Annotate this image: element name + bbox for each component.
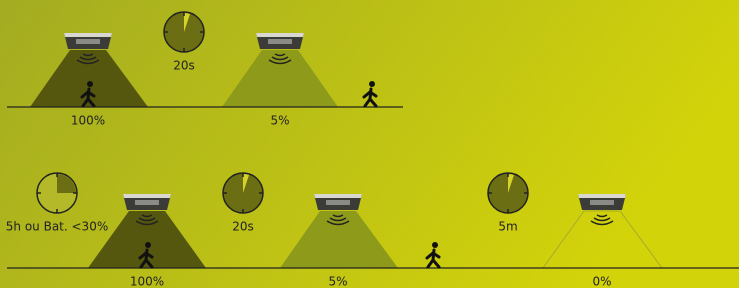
timer-label: 5h ou Bat. <30% [6,220,108,234]
level-label: 5% [270,114,289,128]
level-label: 5% [328,275,347,288]
level-label: 100% [130,275,164,288]
timer-label: 5m [498,220,517,234]
level-label: 100% [71,114,105,128]
page: 20s 100% 5% 5h ou Bat. <30% 20s 5m 100% … [0,0,739,288]
level-label: 0% [592,275,611,288]
timer-clock [164,12,204,52]
diagram: 20s 100% 5% 5h ou Bat. <30% 20s 5m 100% … [0,0,739,288]
timer-clock [223,173,263,213]
timer-clock [37,173,77,213]
timer-clock [488,173,528,213]
timer-label: 20s [173,59,195,73]
timer-label: 20s [232,220,254,234]
